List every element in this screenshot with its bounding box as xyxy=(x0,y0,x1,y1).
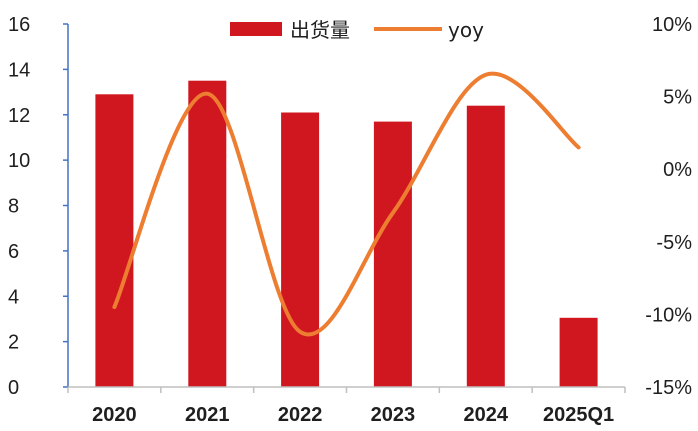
left-tick-label: 12 xyxy=(8,105,30,127)
bar-2024 xyxy=(466,105,505,387)
left-tick-label: 0 xyxy=(8,377,19,399)
right-tick-label: 5% xyxy=(663,87,692,109)
left-tick-label: 8 xyxy=(8,196,19,218)
right-y-axis: -15% -10% -5% 0% 5% 10% xyxy=(645,14,692,399)
bar-2023 xyxy=(373,121,412,387)
line-series xyxy=(112,71,581,337)
yoy-line xyxy=(112,71,581,337)
legend-label-shipments: 出货量 xyxy=(290,18,350,42)
x-tick-label: 2023 xyxy=(371,404,416,426)
bar-2020 xyxy=(95,94,134,388)
left-tick-label: 16 xyxy=(8,14,30,36)
legend: 出货量 yoy xyxy=(230,18,484,42)
right-tick-label: -15% xyxy=(645,377,692,399)
bar-series xyxy=(95,80,598,388)
left-tick-label: 6 xyxy=(8,241,19,263)
right-tick-label: -10% xyxy=(645,304,692,326)
left-tick-label: 2 xyxy=(8,332,19,354)
x-tick-label: 2024 xyxy=(464,404,509,426)
x-tick-label: 2025Q1 xyxy=(543,404,614,426)
x-tick-label: 2021 xyxy=(185,404,230,426)
legend-bar-swatch xyxy=(230,22,282,36)
legend-label-yoy: yoy xyxy=(448,18,484,42)
right-tick-label: 10% xyxy=(652,14,692,36)
left-y-axis: 0 2 4 6 8 10 12 14 16 xyxy=(8,14,69,399)
bar-2025Q1 xyxy=(559,317,598,387)
right-tick-label: -5% xyxy=(656,232,692,254)
x-axis: 2020 2021 2022 2023 2024 2025Q1 xyxy=(67,386,626,426)
x-tick-label: 2020 xyxy=(92,404,137,426)
left-tick-label: 10 xyxy=(8,150,30,172)
left-tick-label: 14 xyxy=(8,59,30,81)
left-tick-label: 4 xyxy=(8,286,19,308)
bar-2021 xyxy=(188,80,227,387)
bar-2022 xyxy=(281,112,320,387)
x-tick-label: 2022 xyxy=(278,404,323,426)
right-tick-label: 0% xyxy=(663,159,692,181)
